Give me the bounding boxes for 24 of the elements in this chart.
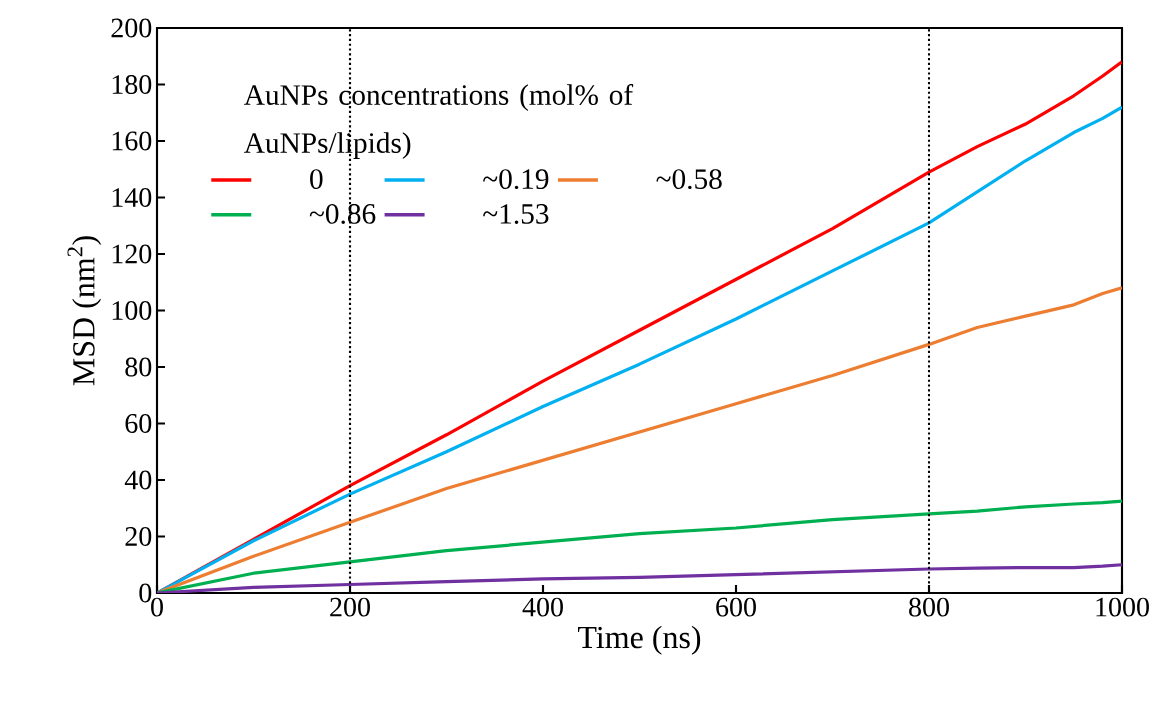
legend-label: ~0.86 — [309, 204, 376, 224]
y-tick-label: 60 — [125, 414, 152, 433]
legend-label: ~1.53 — [483, 204, 549, 224]
legend-label: 0 — [310, 169, 323, 189]
y-axis-title: MSD (nm$^{2}$) — [67, 236, 102, 386]
y-tick-label: 80 — [125, 357, 152, 377]
y-tick-label: 160 — [112, 131, 152, 151]
legend-label: ~0.58 — [656, 169, 722, 190]
y-tick-label: 120 — [112, 244, 152, 264]
x-tick-label: 200 — [330, 597, 370, 617]
x-axis-title: Time (ns) — [578, 625, 701, 655]
x-tick-label: 800 — [909, 597, 949, 617]
y-tick-label: 100 — [112, 301, 152, 320]
y-tick-label: 200 — [111, 18, 152, 38]
x-tick-label: 600 — [716, 597, 756, 617]
legend-title: AuNPs concentrations (mol% of AuNPs/lipids) — [244, 83, 634, 159]
y-tick-label: 20 — [125, 527, 152, 546]
y-tick-label: 0 — [139, 583, 152, 603]
x-tick-label: 400 — [522, 597, 563, 617]
y-tick-label: 140 — [112, 188, 152, 207]
x-tick-label: 1000 — [1096, 597, 1149, 617]
y-tick-label: 40 — [124, 470, 152, 490]
y-tick-label: 180 — [112, 75, 152, 94]
legend-label: ~0.19 — [483, 169, 549, 190]
